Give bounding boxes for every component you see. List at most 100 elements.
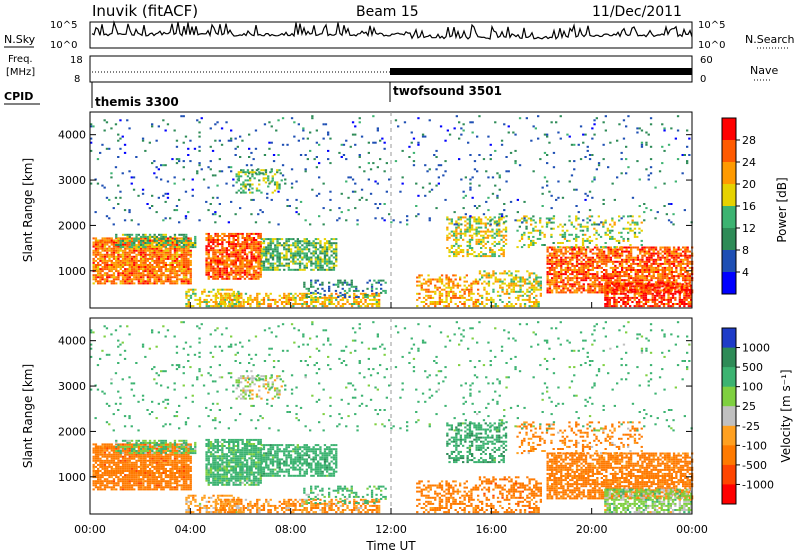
power-cell: [294, 246, 297, 249]
power-cell: [482, 253, 485, 256]
power-cell: [169, 274, 172, 277]
power-cell: [551, 266, 554, 269]
power-cell: [633, 286, 636, 289]
power-cell: [207, 257, 210, 260]
power-cell: [620, 296, 623, 299]
power-cell: [523, 219, 526, 222]
power-cell: [232, 275, 235, 278]
power-cell: [164, 276, 167, 279]
power-cell: [569, 248, 572, 251]
power-cell: [280, 238, 284, 241]
power-cell: [255, 187, 259, 190]
power-cell: [130, 242, 134, 244]
power-cell: [648, 256, 651, 259]
power-cell: [541, 225, 544, 228]
power-cell: [162, 266, 165, 268]
power-cell: [228, 263, 231, 266]
power-cell: [151, 268, 154, 271]
power-cell: [124, 259, 127, 262]
power-cell: [258, 179, 261, 182]
power-cell: [137, 278, 140, 281]
power-cell: [242, 169, 245, 172]
power-cell: [287, 244, 290, 247]
power-cell: [176, 251, 179, 254]
power-cell: [164, 192, 167, 195]
power-cell: [666, 279, 669, 282]
power-cell: [314, 296, 317, 298]
power-cell: [151, 276, 154, 279]
power-cell: [243, 259, 247, 262]
power-cell: [280, 244, 284, 247]
power-cell: [362, 294, 365, 297]
power-cell: [690, 292, 693, 295]
power-cell: [135, 239, 138, 242]
power-cell: [216, 235, 219, 237]
power-cell: [221, 243, 224, 246]
power-cell: [228, 232, 231, 235]
power-cell: [445, 301, 448, 303]
power-cell: [371, 294, 374, 297]
power-cell: [638, 284, 641, 287]
power-cell: [551, 269, 554, 271]
power-cell: [582, 271, 585, 273]
power-cell: [337, 296, 340, 298]
power-cell: [612, 289, 615, 292]
power-cell: [169, 244, 172, 246]
power-cell: [182, 280, 186, 283]
power-cell: [683, 305, 686, 308]
power-cell: [112, 278, 116, 281]
power-cell: [569, 262, 572, 265]
power-cell: [187, 268, 190, 271]
power-cell: [686, 275, 689, 278]
power-cell: [124, 251, 127, 254]
power-cell: [566, 289, 570, 292]
power-cell: [97, 261, 100, 264]
power-cell: [416, 305, 419, 308]
power-cell: [625, 248, 628, 251]
power-cell: [319, 260, 322, 263]
power-cell: [341, 287, 344, 290]
power-cell: [553, 256, 556, 259]
power-cell: [578, 287, 581, 290]
power-cell: [584, 266, 588, 269]
power-cell: [557, 262, 561, 265]
power-cell: [214, 251, 217, 254]
power-cell: [92, 249, 95, 252]
power-cell: [475, 222, 478, 225]
power-cell: [485, 292, 488, 295]
power-cell: [573, 248, 576, 251]
power-cell: [613, 237, 616, 240]
power-cell: [212, 301, 215, 303]
power-cell: [668, 271, 671, 273]
power-cell: [608, 286, 611, 289]
power-cell: [445, 305, 448, 308]
power-cell: [139, 261, 143, 264]
power-cell: [627, 227, 630, 230]
power-cell: [618, 264, 622, 267]
power-cell: [532, 244, 535, 246]
power-cell: [241, 241, 244, 244]
power-cell: [192, 288, 195, 291]
power-cell: [464, 232, 467, 235]
power-cell: [566, 262, 570, 265]
power-cell: [228, 301, 231, 303]
power-cell: [498, 216, 501, 219]
power-cell: [148, 270, 152, 273]
power-cell: [269, 171, 272, 174]
power-cell: [240, 175, 243, 178]
power-cell: [242, 181, 245, 184]
power-cell: [686, 254, 689, 257]
power-cell: [103, 186, 106, 189]
power-cell: [453, 234, 456, 237]
power-cell: [679, 254, 682, 257]
power-cell: [570, 246, 573, 249]
power-cell: [209, 259, 213, 262]
power-cell: [255, 247, 258, 250]
power-cell: [246, 241, 249, 244]
power-cell: [561, 225, 564, 228]
power-cell: [328, 298, 331, 301]
power-cell: [668, 277, 671, 280]
power-cell: [294, 303, 297, 305]
power-cell: [241, 267, 244, 270]
power-cell: [665, 290, 668, 293]
